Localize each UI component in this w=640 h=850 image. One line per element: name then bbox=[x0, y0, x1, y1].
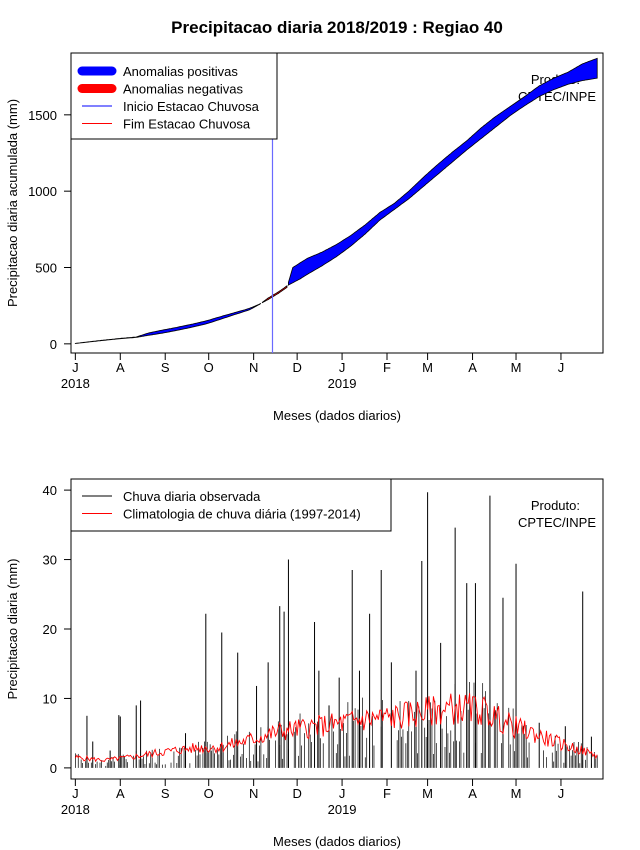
y-axis-title: Precipitacao diaria (mm) bbox=[5, 559, 20, 700]
y-tick-label: 30 bbox=[43, 553, 57, 568]
x-tick-label: M bbox=[422, 786, 433, 801]
year-label: 2019 bbox=[328, 376, 357, 391]
y-tick-label: 1500 bbox=[28, 108, 57, 123]
year-label: 2018 bbox=[61, 802, 90, 817]
x-tick-label: A bbox=[468, 360, 477, 375]
year-label: 2019 bbox=[328, 802, 357, 817]
legend-label: Chuva diaria observada bbox=[123, 489, 261, 504]
x-tick-label: J bbox=[558, 360, 565, 375]
y-tick-label: 500 bbox=[35, 261, 57, 276]
x-tick-label: S bbox=[161, 786, 170, 801]
positive-anomaly-area bbox=[287, 57, 598, 286]
x-tick-label: D bbox=[292, 786, 301, 801]
x-axis-title: Meses (dados diarios) bbox=[273, 408, 401, 423]
legend: Chuva diaria observada Climatologia de ch… bbox=[70, 478, 392, 532]
x-tick-label: J bbox=[72, 786, 79, 801]
y-tick-label: 0 bbox=[50, 337, 57, 352]
x-tick-label: J bbox=[339, 786, 346, 801]
legend-label: Inicio Estacao Chuvosa bbox=[123, 99, 260, 114]
legend-box bbox=[70, 478, 392, 532]
legend-label: Climatologia de chuva diária (1997-2014) bbox=[123, 507, 361, 522]
positive-anomaly-area bbox=[74, 303, 262, 344]
x-tick-label: S bbox=[161, 360, 170, 375]
x-tick-label: J bbox=[72, 360, 79, 375]
climatology-line bbox=[74, 693, 598, 763]
x-tick-label: D bbox=[292, 360, 301, 375]
y-tick-label: 40 bbox=[43, 483, 57, 498]
x-tick-label: O bbox=[204, 786, 214, 801]
chart-title: Precipitacao diaria 2018/2019 : Regiao 4… bbox=[171, 18, 503, 37]
negative-anomaly-area bbox=[261, 285, 288, 304]
y-tick-label: 10 bbox=[43, 691, 57, 706]
x-tick-label: M bbox=[422, 360, 433, 375]
x-axis-title: Meses (dados diarios) bbox=[273, 834, 401, 849]
product-source: CPTEC/INPE bbox=[518, 515, 596, 530]
x-tick-label: F bbox=[383, 360, 391, 375]
product-label: Produto: bbox=[531, 498, 580, 513]
y-tick-label: 1000 bbox=[28, 184, 57, 199]
y-axis-title: Precipitacao diaria acumulada (mm) bbox=[5, 99, 20, 307]
x-tick-label: M bbox=[511, 786, 522, 801]
x-tick-label: J bbox=[558, 786, 565, 801]
x-tick-label: A bbox=[116, 360, 125, 375]
x-tick-label: M bbox=[511, 360, 522, 375]
legend-label: Fim Estacao Chuvosa bbox=[123, 117, 251, 132]
y-tick-label: 20 bbox=[43, 622, 57, 637]
x-tick-label: N bbox=[249, 786, 258, 801]
x-tick-label: J bbox=[339, 360, 346, 375]
x-tick-label: A bbox=[468, 786, 477, 801]
x-tick-label: O bbox=[204, 360, 214, 375]
x-tick-label: A bbox=[116, 786, 125, 801]
year-label: 2018 bbox=[61, 376, 90, 391]
y-tick-label: 0 bbox=[50, 761, 57, 776]
x-tick-label: N bbox=[249, 360, 258, 375]
x-tick-label: F bbox=[383, 786, 391, 801]
legend-label: Anomalias positivas bbox=[123, 64, 238, 79]
legend: Anomalias positivas Anomalias negativas In… bbox=[70, 52, 278, 140]
legend-label: Anomalias negativas bbox=[123, 82, 243, 97]
